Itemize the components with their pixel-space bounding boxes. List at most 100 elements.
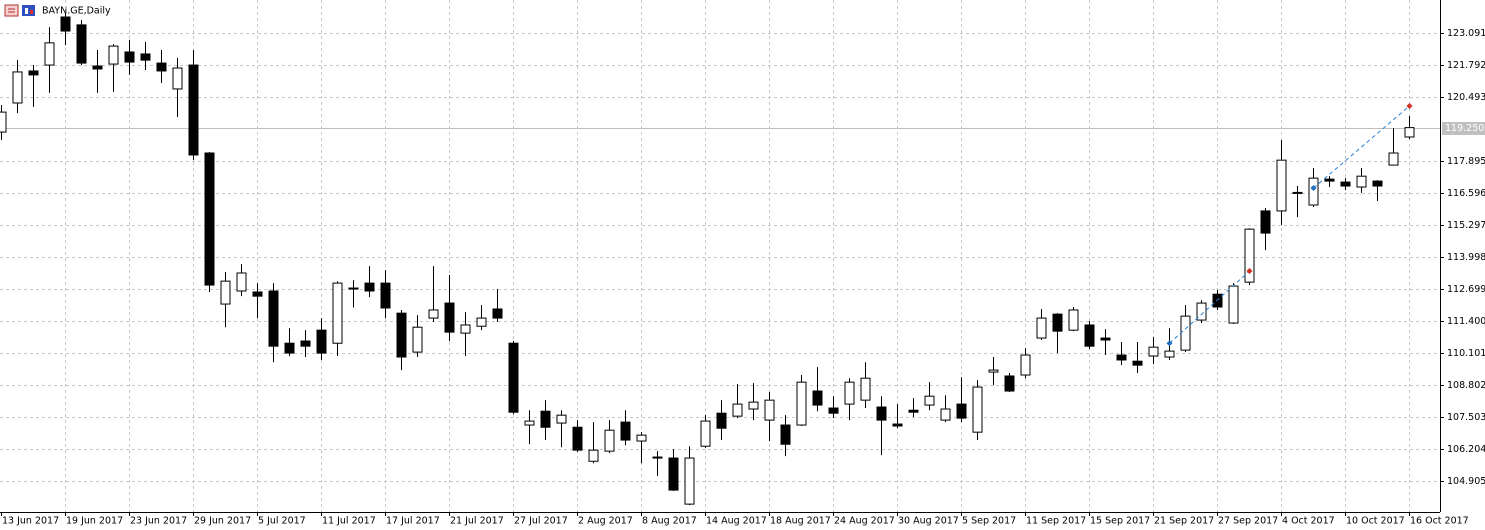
- last-price-label: 119.250: [1445, 123, 1484, 134]
- y-tick-label: 115.297: [1447, 220, 1485, 231]
- candle-body: [1100, 337, 1111, 341]
- candle-body: [300, 340, 311, 347]
- x-tick-label: 21 Jul 2017: [450, 516, 504, 527]
- candle-body: [1356, 175, 1367, 188]
- y-tick-label: 120.493: [1447, 92, 1485, 103]
- candle-body: [236, 272, 247, 292]
- trade-line: [1169, 270, 1250, 344]
- candle-body: [1036, 317, 1047, 339]
- x-tick-label: 4 Oct 2017: [1282, 516, 1335, 527]
- candle-body: [892, 423, 903, 427]
- candle-body: [1004, 375, 1015, 392]
- y-tick-label: 121.792: [1447, 60, 1485, 71]
- candle-body: [1276, 159, 1287, 212]
- candle-body: [1084, 324, 1095, 347]
- candle-body: [860, 377, 871, 401]
- candle-body: [1228, 285, 1239, 324]
- candle-body: [1308, 177, 1319, 206]
- x-tick-label: 17 Jul 2017: [386, 516, 440, 527]
- candle-body: [972, 386, 983, 433]
- x-tick-label: 30 Aug 2017: [898, 516, 959, 527]
- candle-body: [316, 329, 327, 354]
- candle-body: [1340, 181, 1351, 187]
- candle-body: [124, 51, 135, 63]
- candle-body: [1020, 354, 1031, 376]
- candle-body: [508, 342, 519, 413]
- candle-body: [764, 399, 775, 421]
- candle-body: [620, 421, 631, 441]
- x-tick-label: 10 Oct 2017: [1346, 516, 1405, 527]
- candle-body: [796, 381, 807, 426]
- x-tick-label: 11 Jul 2017: [322, 516, 376, 527]
- trade-open-marker: [1166, 340, 1173, 347]
- candle-body: [476, 317, 487, 327]
- y-tick-label: 116.596: [1447, 188, 1485, 199]
- y-tick-label: 107.503: [1447, 412, 1485, 423]
- y-tick-label: 108.802: [1447, 380, 1485, 391]
- candle-body: [172, 67, 183, 90]
- x-tick-label: 18 Aug 2017: [770, 516, 831, 527]
- candle-body: [748, 401, 759, 410]
- candle-body: [460, 324, 471, 334]
- candle-body: [1404, 127, 1415, 138]
- x-tick-label: 16 Oct 2017: [1410, 516, 1469, 527]
- candle-body: [540, 410, 551, 428]
- candle-body: [636, 434, 647, 442]
- candle-body: [1388, 152, 1399, 166]
- candle-body: [812, 390, 823, 406]
- candle-body: [876, 406, 887, 421]
- y-tick-label: 104.905: [1447, 476, 1485, 487]
- x-tick-label: 27 Jul 2017: [514, 516, 568, 527]
- candle-body: [188, 64, 199, 156]
- x-tick-label: 19 Jun 2017: [66, 516, 123, 527]
- y-tick-label: 106.204: [1447, 444, 1485, 455]
- x-tick-label: 21 Sep 2017: [1154, 516, 1214, 527]
- candle-body: [940, 408, 951, 421]
- candle-body: [908, 409, 919, 413]
- candle-body: [1052, 313, 1063, 332]
- trade-close-marker: [1406, 102, 1413, 109]
- candle-body: [108, 45, 119, 65]
- candle-body: [956, 403, 967, 419]
- candle-body: [1292, 191, 1303, 194]
- candle-body: [1244, 228, 1255, 283]
- candle-body: [204, 152, 215, 286]
- candle-body: [1196, 302, 1207, 321]
- candle-body: [140, 53, 151, 61]
- y-tick-label: 110.101: [1447, 348, 1485, 359]
- candle-body: [268, 290, 279, 347]
- candle-body: [348, 287, 359, 290]
- candle-body: [0, 111, 7, 133]
- candle-body: [924, 395, 935, 406]
- candle-body: [844, 381, 855, 405]
- candle-body: [156, 62, 167, 72]
- candle-body: [1324, 178, 1335, 182]
- x-tick-label: 8 Aug 2017: [642, 516, 697, 527]
- y-tick-label: 111.400: [1447, 316, 1485, 327]
- candle-body: [1180, 315, 1191, 351]
- chart-title: BAYN.GE,Daily: [42, 6, 111, 17]
- x-tick-label: 27 Sep 2017: [1218, 516, 1278, 527]
- x-tick-label: 15 Sep 2017: [1090, 516, 1150, 527]
- candle-body: [396, 312, 407, 358]
- candle-body: [444, 302, 455, 333]
- candle-body: [556, 414, 567, 424]
- x-tick-label: 13 Jun 2017: [2, 516, 59, 527]
- candle-body: [716, 412, 727, 429]
- candle-body: [492, 308, 503, 319]
- x-tick-label: 24 Aug 2017: [834, 516, 895, 527]
- candle-body: [588, 449, 599, 462]
- candle-body: [44, 42, 55, 66]
- candle-body: [332, 282, 343, 344]
- candle-body: [252, 291, 263, 297]
- candle-body: [652, 456, 663, 459]
- x-tick-label: 14 Aug 2017: [706, 516, 767, 527]
- candle-body: [428, 309, 439, 319]
- candle-body: [828, 407, 839, 414]
- candle-body: [988, 369, 999, 373]
- y-tick-label: 123.091: [1447, 28, 1485, 39]
- candle-body: [732, 403, 743, 417]
- x-tick-label: 5 Sep 2017: [962, 516, 1016, 527]
